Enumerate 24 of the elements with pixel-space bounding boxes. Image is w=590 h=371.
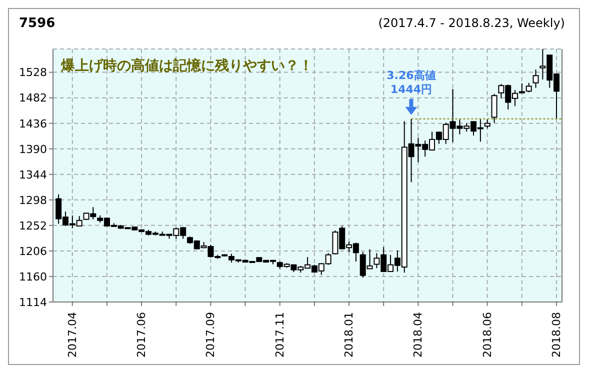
y-tick-label: 1482: [19, 92, 47, 105]
y-tick-label: 1436: [19, 117, 47, 130]
y-tick-label: 1298: [19, 194, 47, 207]
chart-title: 7596: [19, 16, 56, 31]
x-tick-label: 2017.11: [273, 312, 286, 358]
x-tick-label: 2018.01: [342, 312, 356, 358]
y-tick-label: 1528: [19, 66, 47, 80]
x-tick-label: 2018.08: [550, 312, 563, 358]
chart-subtitle: (2017.4.7 - 2018.8.23, Weekly): [378, 16, 565, 30]
x-tick-label: 2017.09: [204, 312, 218, 358]
x-tick-label: 2018.04: [412, 312, 425, 358]
y-tick-label: 1344: [19, 168, 47, 182]
annotation: 爆上げ時の高値は記憶に残りやすい？！: [61, 57, 313, 75]
annotation: 3.26高値 1444円: [386, 68, 436, 96]
candlestick: [532, 69, 539, 88]
x-tick-label: 2018.06: [480, 312, 494, 358]
y-tick-label: 1252: [19, 219, 47, 232]
x-tick-label: 2017.04: [66, 312, 79, 358]
y-tick-label: 1390: [19, 142, 47, 156]
x-tick-label: 2017.06: [135, 312, 148, 358]
y-tick-label: 1206: [19, 244, 47, 258]
y-tick-label: 1114: [19, 296, 47, 309]
y-tick-label: 1160: [19, 270, 47, 284]
candlestick: [491, 93, 498, 124]
